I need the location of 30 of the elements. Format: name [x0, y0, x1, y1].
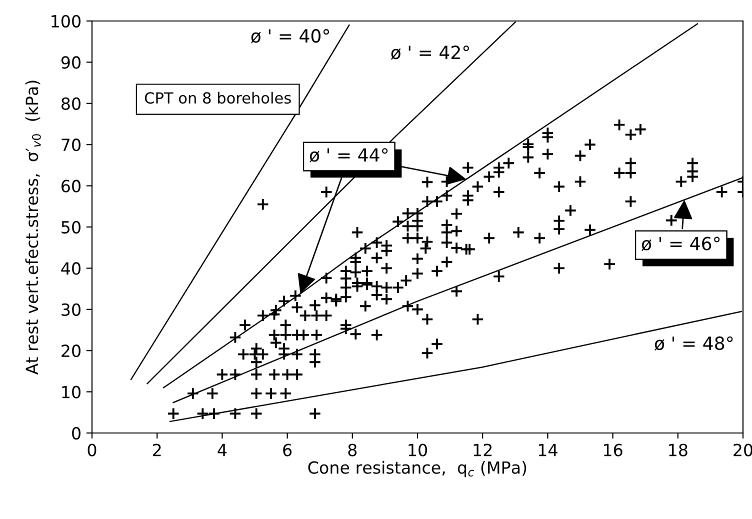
x-axis-title: Cone resistance, q$_{c}$ (MPa)	[308, 460, 526, 478]
annotation: CPT on 8 boreholes	[144, 92, 291, 104]
x-tick-label: 14	[538, 444, 558, 456]
x-tick-label: 6	[283, 444, 292, 456]
y-axis-title: At rest vert.efect.stress, σ′$_{v0}$ (kPa)	[25, 80, 41, 375]
annotation: ø ' = 46°	[642, 236, 720, 251]
y-tick-label: 50	[62, 220, 80, 234]
x-tick-label: 20	[734, 444, 752, 456]
y-tick-label: 100	[52, 14, 80, 28]
y-tick-label: 0	[72, 426, 80, 440]
x-tick-label: 2	[153, 444, 161, 456]
x-tick-label: 8	[348, 444, 357, 456]
x-tick-label: 16	[604, 444, 622, 456]
annotation: ø ' = 42°	[390, 46, 469, 60]
x-tick-label: 12	[474, 444, 492, 456]
annotation: ø ' = 44°	[310, 148, 388, 162]
y-tick-label: 80	[62, 97, 80, 110]
y-tick-label: 30	[62, 303, 80, 316]
annotation: ø ' = 40°	[251, 29, 330, 44]
y-tick-label: 40	[61, 262, 80, 275]
y-tick-label: 10	[62, 386, 80, 398]
y-tick-label: 60	[62, 180, 80, 192]
x-tick-label: 10	[408, 444, 427, 456]
y-tick-label: 90	[61, 56, 80, 69]
y-tick-label: 70	[62, 138, 80, 152]
y-tick-label: 20	[62, 344, 80, 358]
annotation: ø ' = 48°	[654, 336, 733, 351]
x-tick-label: 4	[218, 444, 227, 456]
x-tick-label: 18	[669, 444, 688, 456]
x-tick-label: 0	[88, 444, 96, 456]
